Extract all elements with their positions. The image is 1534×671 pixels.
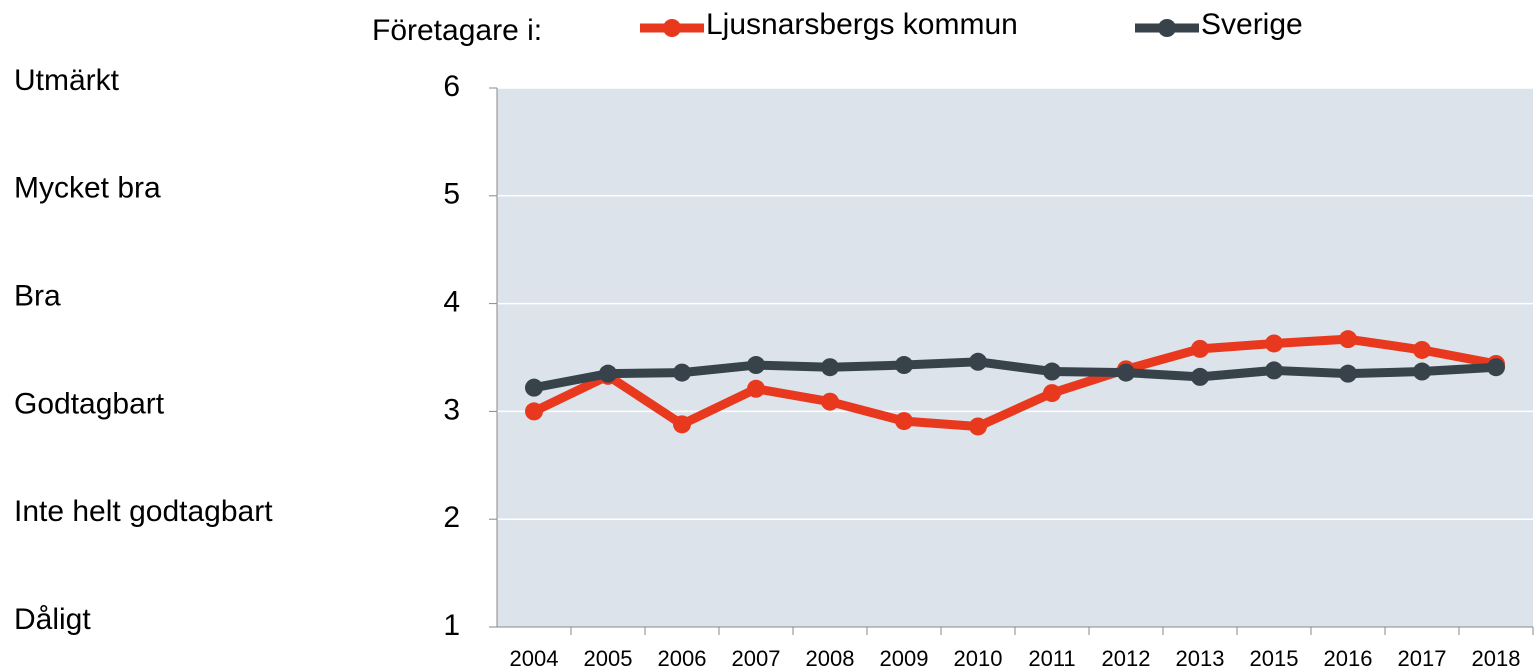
legend-label: Ljusnarsbergs kommun bbox=[706, 8, 1018, 41]
rating-label: Utmärkt bbox=[14, 64, 120, 97]
legend-title: Företagare i: bbox=[372, 14, 542, 47]
x-tick-label: 2011 bbox=[1028, 646, 1075, 671]
x-tick-label: 2010 bbox=[954, 646, 1003, 671]
x-tick-label: 2004 bbox=[510, 646, 559, 671]
y-tick-label: 3 bbox=[443, 393, 460, 426]
y-tick-label: 2 bbox=[443, 501, 460, 534]
series-marker bbox=[895, 356, 913, 375]
series-marker bbox=[673, 415, 691, 434]
series-marker bbox=[1043, 362, 1061, 381]
series-marker bbox=[895, 412, 913, 431]
legend-label: Sverige bbox=[1201, 8, 1303, 41]
series-marker bbox=[969, 352, 987, 371]
x-tick-label: 2008 bbox=[806, 646, 855, 671]
plot-area bbox=[497, 88, 1533, 627]
x-tick-label: 2015 bbox=[1250, 646, 1299, 671]
series-marker bbox=[525, 378, 543, 397]
series-marker bbox=[1265, 361, 1283, 380]
rating-label: Dåligt bbox=[14, 603, 91, 636]
series-marker bbox=[1265, 334, 1283, 353]
x-tick-label: 2007 bbox=[732, 646, 781, 671]
series-marker bbox=[1191, 339, 1209, 358]
x-tick-label: 2017 bbox=[1398, 646, 1447, 671]
x-tick-label: 2018 bbox=[1472, 646, 1521, 671]
legend-marker bbox=[663, 19, 681, 37]
rating-label: Mycket bra bbox=[14, 172, 161, 205]
y-tick-label: 4 bbox=[443, 286, 460, 319]
series-marker bbox=[821, 392, 839, 411]
y-tick-label: 6 bbox=[443, 70, 460, 103]
x-tick-label: 2013 bbox=[1176, 646, 1225, 671]
series-marker bbox=[1043, 384, 1061, 403]
series-marker bbox=[969, 417, 987, 436]
rating-label: Inte helt godtagbart bbox=[14, 495, 273, 528]
y-tick-label: 1 bbox=[443, 609, 460, 642]
x-tick-label: 2005 bbox=[584, 646, 633, 671]
rating-label: Bra bbox=[14, 280, 61, 313]
series-marker bbox=[747, 379, 765, 398]
series-marker bbox=[1339, 330, 1357, 349]
y-tick-label: 5 bbox=[443, 178, 460, 211]
series-line bbox=[532, 334, 1497, 431]
series-marker bbox=[821, 358, 839, 377]
series-marker bbox=[599, 364, 617, 383]
series-marker bbox=[1487, 358, 1505, 377]
series-marker bbox=[747, 356, 765, 375]
series-marker bbox=[673, 363, 691, 382]
series-line bbox=[533, 357, 1497, 393]
series-marker bbox=[525, 402, 543, 421]
x-tick-label: 2009 bbox=[880, 646, 929, 671]
rating-label: Godtagbart bbox=[14, 387, 165, 420]
legend-marker bbox=[1158, 19, 1176, 37]
x-tick-label: 2006 bbox=[658, 646, 707, 671]
series-marker bbox=[1339, 364, 1357, 383]
series-marker bbox=[1413, 362, 1431, 381]
x-tick-label: 2016 bbox=[1324, 646, 1373, 671]
x-tick-label: 2012 bbox=[1102, 646, 1151, 671]
series-marker bbox=[1191, 367, 1209, 386]
series-marker bbox=[1413, 340, 1431, 359]
series-marker bbox=[1117, 363, 1135, 382]
